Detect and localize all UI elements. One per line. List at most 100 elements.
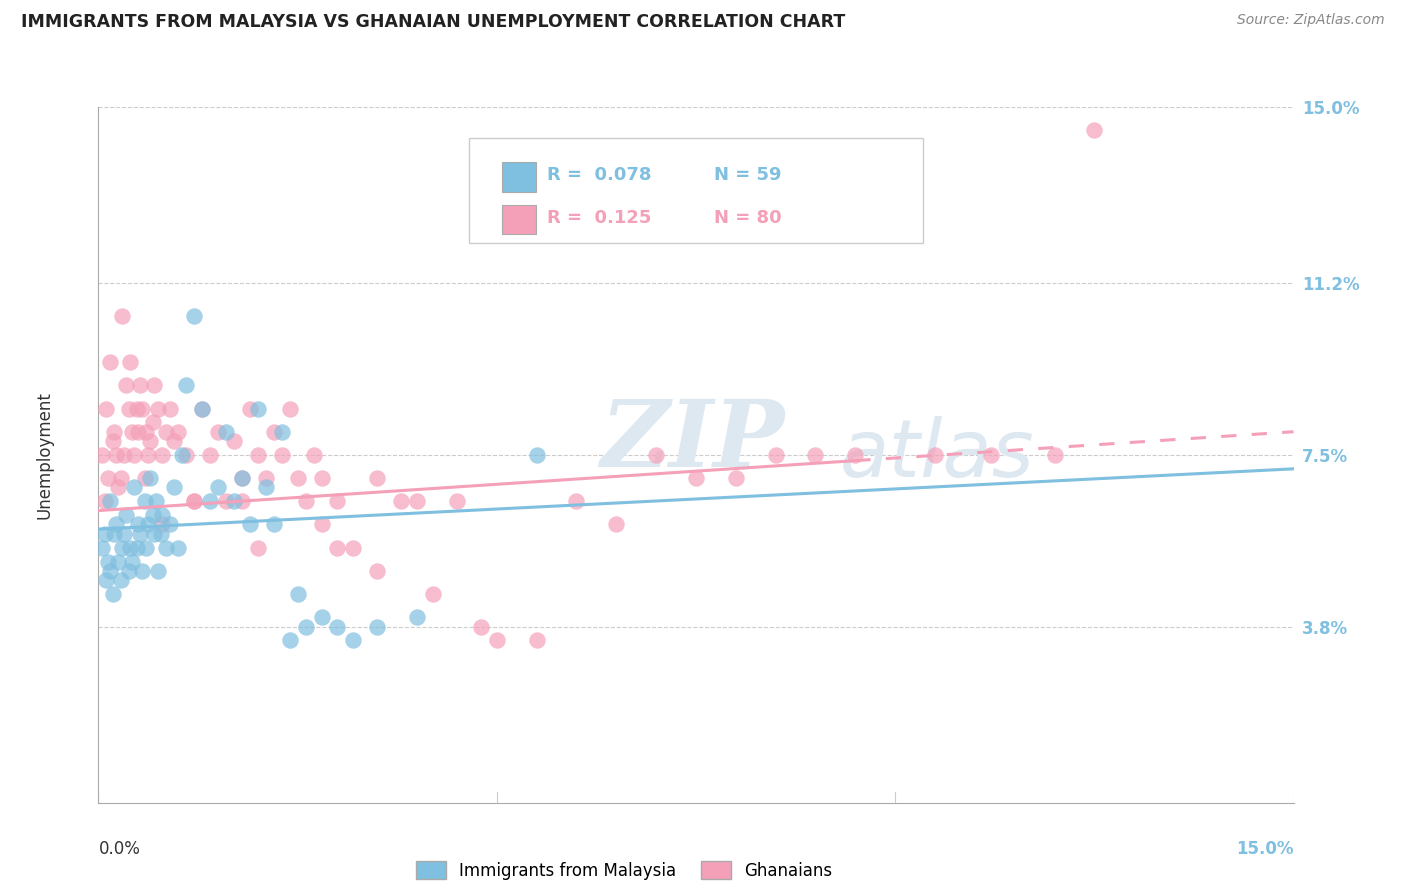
- Point: [101, 434, 124, 448]
- Point: [91, 541, 114, 555]
- Point: [103, 526, 125, 541]
- Point: [150, 448, 173, 462]
- Text: N = 59: N = 59: [714, 166, 782, 184]
- Point: [844, 448, 866, 462]
- Point: [278, 633, 301, 648]
- Point: [118, 564, 141, 578]
- Point: [118, 401, 141, 416]
- Point: [127, 425, 149, 439]
- Point: [326, 619, 349, 633]
- Point: [302, 448, 325, 462]
- Point: [526, 448, 548, 462]
- Point: [183, 309, 205, 323]
- Point: [111, 541, 134, 555]
- Point: [366, 471, 388, 485]
- Point: [98, 494, 122, 508]
- Point: [167, 541, 190, 555]
- Point: [342, 633, 364, 648]
- Point: [107, 480, 129, 494]
- Point: [246, 448, 269, 462]
- Point: [222, 434, 245, 448]
- Point: [163, 480, 186, 494]
- Point: [342, 541, 364, 555]
- Point: [470, 619, 492, 633]
- Point: [804, 448, 827, 462]
- Point: [287, 587, 309, 601]
- Point: [1043, 448, 1066, 462]
- Point: [98, 564, 122, 578]
- Point: [326, 541, 349, 555]
- Point: [134, 494, 156, 508]
- Point: [131, 564, 153, 578]
- Point: [311, 471, 333, 485]
- Point: [167, 425, 190, 439]
- Point: [422, 587, 444, 601]
- Point: [446, 494, 468, 508]
- Point: [124, 480, 146, 494]
- Point: [254, 471, 277, 485]
- Point: [326, 494, 349, 508]
- Text: 0.0%: 0.0%: [98, 840, 141, 858]
- Point: [124, 448, 146, 462]
- Text: Unemployment: Unemployment: [35, 391, 53, 519]
- Point: [142, 508, 165, 523]
- Point: [765, 448, 787, 462]
- Point: [198, 494, 221, 508]
- Point: [94, 526, 117, 541]
- Point: [121, 425, 143, 439]
- Legend: Immigrants from Malaysia, Ghanaians: Immigrants from Malaysia, Ghanaians: [408, 853, 841, 888]
- Point: [485, 633, 508, 648]
- Point: [159, 517, 181, 532]
- Point: [207, 480, 229, 494]
- Point: [103, 425, 125, 439]
- Point: [231, 471, 253, 485]
- Point: [526, 633, 548, 648]
- FancyBboxPatch shape: [502, 205, 536, 234]
- Point: [389, 494, 412, 508]
- Point: [263, 517, 285, 532]
- Point: [112, 526, 135, 541]
- Point: [139, 434, 162, 448]
- Point: [155, 541, 177, 555]
- Point: [120, 541, 142, 555]
- Point: [239, 517, 262, 532]
- Text: R =  0.125: R = 0.125: [547, 209, 651, 227]
- Point: [96, 401, 118, 416]
- Point: [143, 378, 166, 392]
- Point: [125, 541, 148, 555]
- Point: [121, 555, 143, 569]
- Point: [174, 378, 197, 392]
- Point: [231, 494, 253, 508]
- Text: R =  0.078: R = 0.078: [547, 166, 651, 184]
- Point: [104, 517, 127, 532]
- Point: [96, 573, 118, 587]
- Point: [311, 517, 333, 532]
- Text: atlas: atlas: [839, 416, 1035, 494]
- Text: N = 80: N = 80: [714, 209, 782, 227]
- Text: Source: ZipAtlas.com: Source: ZipAtlas.com: [1237, 13, 1385, 28]
- Point: [724, 471, 747, 485]
- Point: [94, 494, 117, 508]
- Point: [142, 416, 165, 430]
- Point: [115, 378, 138, 392]
- Point: [163, 434, 186, 448]
- Point: [222, 494, 245, 508]
- FancyBboxPatch shape: [502, 162, 536, 192]
- Point: [278, 401, 301, 416]
- Point: [150, 508, 173, 523]
- Point: [287, 471, 309, 485]
- Point: [366, 619, 388, 633]
- Point: [645, 448, 668, 462]
- Point: [98, 355, 122, 369]
- Point: [239, 401, 262, 416]
- FancyBboxPatch shape: [470, 138, 922, 243]
- Point: [148, 564, 170, 578]
- Point: [127, 517, 149, 532]
- Point: [685, 471, 707, 485]
- Point: [172, 448, 194, 462]
- Point: [120, 355, 142, 369]
- Point: [104, 448, 127, 462]
- Text: ZIP: ZIP: [600, 396, 785, 486]
- Point: [254, 480, 277, 494]
- Point: [115, 508, 138, 523]
